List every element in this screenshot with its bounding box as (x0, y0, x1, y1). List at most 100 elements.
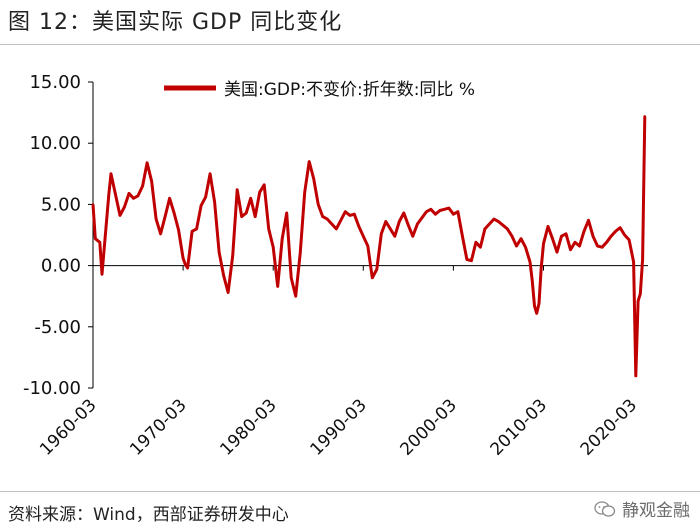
source-note: 资料来源：Wind，西部证券研发中心 (8, 505, 289, 525)
data-point (510, 235, 514, 238)
data-point (150, 179, 153, 183)
data-point (141, 184, 144, 188)
data-point (98, 241, 102, 244)
data-point (402, 211, 405, 215)
data-point (456, 210, 460, 213)
data-point (348, 214, 351, 217)
data-point (501, 224, 505, 227)
legend: 美国:GDP:不变价:折年数:同比 % (164, 80, 475, 100)
data-point (190, 230, 194, 233)
data-point (344, 210, 347, 213)
wechat-icon (594, 500, 616, 517)
data-point (204, 195, 207, 199)
data-point (639, 292, 642, 295)
data-point (294, 295, 297, 298)
data-point (236, 188, 239, 191)
data-point (474, 241, 478, 244)
y-tick-label: 0.00 (41, 256, 81, 277)
data-point (94, 237, 97, 240)
data-point (420, 216, 424, 220)
data-point (339, 219, 342, 222)
data-point (443, 208, 446, 211)
data-point (636, 299, 640, 303)
data-point (515, 244, 518, 248)
x-tick-label: 1990-03 (306, 395, 370, 459)
data-point (276, 285, 279, 288)
footer-divider (0, 491, 700, 492)
x-tick-label: 1980-03 (216, 395, 280, 459)
data-point (132, 197, 135, 200)
data-point (393, 235, 396, 238)
y-tick-label: 5.00 (41, 194, 81, 215)
data-point (213, 200, 216, 204)
data-point (330, 222, 333, 226)
title-divider (0, 44, 700, 45)
data-point (488, 222, 491, 226)
data-point (335, 227, 338, 231)
y-tick-label: -10.00 (23, 378, 81, 399)
data-point (168, 197, 171, 200)
data-point (389, 227, 392, 231)
data-point (195, 227, 198, 231)
y-tick-label: 10.00 (29, 133, 81, 154)
data-point (627, 238, 631, 242)
data-point (533, 304, 536, 308)
data-point (411, 235, 414, 238)
data-point (353, 213, 356, 216)
data-point (371, 276, 374, 279)
x-tick-label: 2020-03 (577, 395, 641, 459)
data-point (249, 197, 252, 200)
data-point (263, 183, 266, 186)
data-point (326, 217, 329, 221)
data-point (425, 210, 428, 213)
y-tick-label: 15.00 (29, 72, 81, 93)
chart: 15.00 10.00 5.00 0.00 -5.00 -10.00 1960-03 197… (23, 72, 648, 460)
data-point (100, 273, 104, 276)
data-point (438, 209, 442, 212)
data-point (186, 266, 189, 270)
data-point (299, 252, 302, 255)
data-point (362, 235, 365, 238)
data-point (177, 228, 180, 232)
data-point (145, 161, 149, 164)
data-point (560, 235, 563, 238)
data-point (461, 235, 464, 238)
data-point (366, 244, 369, 248)
data-point (643, 115, 646, 118)
data-point (429, 208, 433, 211)
data-point (398, 220, 401, 223)
x-tick-label: 2010-03 (487, 395, 551, 459)
data-point (118, 214, 122, 217)
data-point (519, 237, 523, 240)
data-point (546, 225, 550, 228)
data-point (591, 235, 595, 238)
data-point (109, 172, 113, 175)
data-point (434, 213, 437, 216)
data-point (531, 279, 534, 282)
data-point (254, 215, 257, 218)
data-point (452, 213, 455, 216)
data-point (618, 226, 622, 229)
data-point (163, 215, 167, 218)
data-point (506, 227, 509, 231)
data-point (535, 312, 538, 315)
data-point (222, 274, 225, 277)
data-point (542, 242, 545, 245)
data-point (136, 194, 140, 197)
data-point (159, 232, 162, 235)
data-point (555, 250, 559, 254)
data-point (600, 246, 604, 249)
data-point (384, 220, 387, 223)
data-point (582, 230, 586, 233)
watermark: 静观金融 (594, 496, 690, 521)
data-point (540, 266, 543, 270)
series-line-us-gdp-yoy (91, 116, 647, 378)
data-point (537, 302, 541, 305)
data-point (199, 204, 203, 207)
data-point (123, 205, 126, 208)
x-tick-label: 1970-03 (126, 395, 190, 459)
data-point (596, 244, 599, 248)
data-point (375, 268, 378, 271)
data-point (317, 203, 320, 206)
data-point (634, 374, 637, 377)
